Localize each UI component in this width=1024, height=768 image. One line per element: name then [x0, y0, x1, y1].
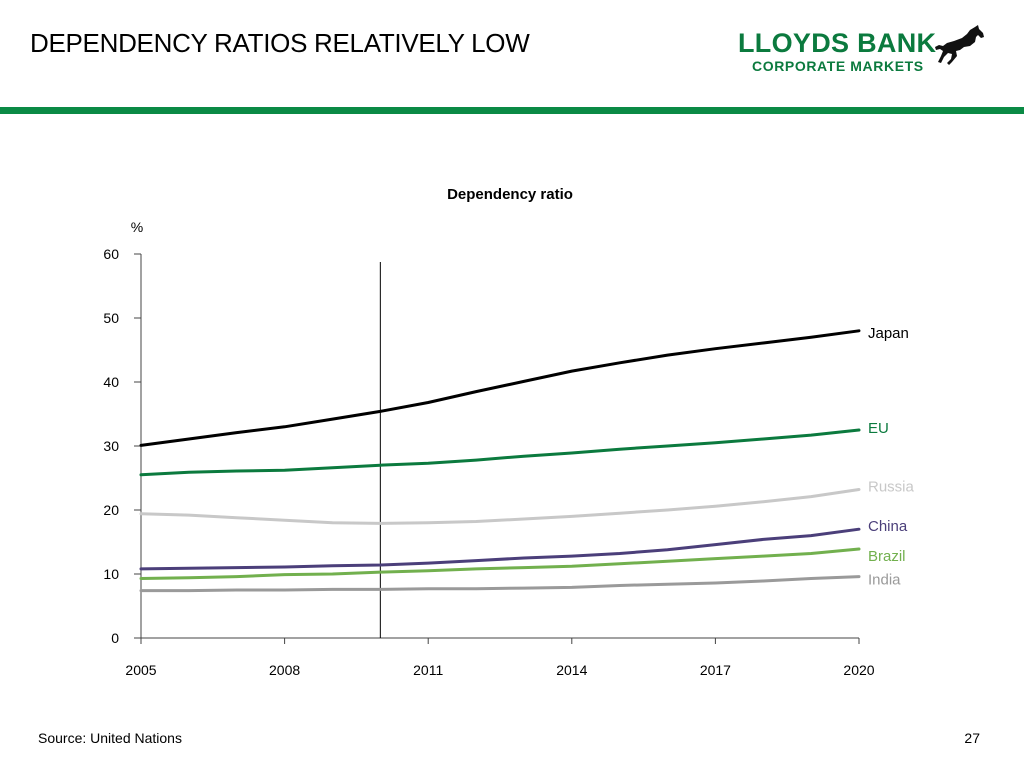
series-line-japan [139, 329, 861, 447]
series-label-brazil: Brazil [868, 548, 906, 565]
y-tick-label: 50 [103, 310, 119, 326]
series-line-china [139, 527, 861, 571]
series-line-india [139, 575, 861, 593]
chart-series-labels: Japan EU Russia China Brazil India [868, 325, 915, 589]
series-label-india: India [868, 572, 901, 589]
y-tick-label: 60 [103, 246, 119, 262]
lloyds-bank-logo: LLOYDS BANK CORPORATE MARKETS [738, 24, 988, 80]
logo-text-primary: LLOYDS BANK [738, 28, 937, 58]
page-number: 27 [964, 730, 980, 746]
x-tick-label: 2011 [413, 662, 443, 678]
x-tick-label: 2014 [556, 662, 587, 678]
series-label-eu: EU [868, 420, 889, 437]
series-label-china: China [868, 518, 908, 535]
chart-axes: 0 10 20 30 40 50 60 2005 2008 2011 2014 2017 2020 [103, 246, 874, 678]
y-tick-label: 20 [103, 502, 119, 518]
header-divider [0, 107, 1024, 114]
series-label-japan: Japan [868, 325, 909, 342]
series-line-brazil [139, 547, 861, 580]
y-axis-unit-label: % [131, 219, 143, 235]
y-tick-label: 0 [111, 630, 119, 646]
y-tick-label: 40 [103, 374, 119, 390]
series-line-eu [139, 428, 861, 477]
black-horse-icon [935, 25, 984, 65]
series-label-russia: Russia [868, 479, 915, 496]
x-tick-label: 2008 [269, 662, 300, 678]
x-tick-label: 2005 [125, 662, 156, 678]
x-tick-label: 2017 [700, 662, 731, 678]
chart-series-layer [139, 329, 861, 593]
y-tick-label: 10 [103, 566, 119, 582]
y-tick-label: 30 [103, 438, 119, 454]
x-tick-label: 2020 [843, 662, 874, 678]
page-title: DEPENDENCY RATIOS RELATIVELY LOW [30, 28, 530, 58]
chart-title: Dependency ratio [447, 186, 573, 203]
logo-text-secondary: CORPORATE MARKETS [752, 58, 924, 74]
series-line-russia [139, 488, 861, 525]
source-note: Source: United Nations [38, 730, 182, 746]
